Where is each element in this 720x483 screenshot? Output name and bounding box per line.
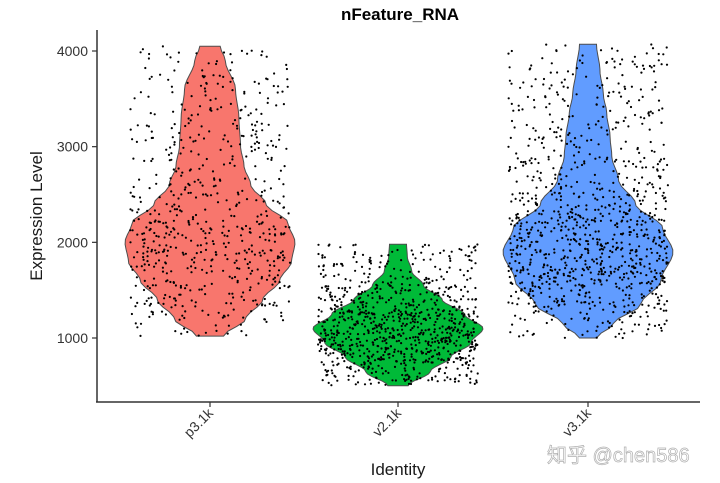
- jitter-points: [317, 243, 479, 387]
- plot-area: [124, 43, 674, 387]
- jitter-points: [507, 43, 670, 340]
- violin-shape: [124, 45, 296, 337]
- jitter-points: [129, 45, 292, 337]
- y-tick-label: 2000: [57, 234, 88, 250]
- x-tick-label: p3.1k: [181, 404, 217, 440]
- y-tick-label: 3000: [57, 139, 88, 155]
- violin-p3.1k: [124, 45, 296, 337]
- violin-v2.1k: [312, 243, 484, 387]
- watermark: 知乎 @chen586: [547, 444, 690, 467]
- violin-v3.1k: [502, 43, 674, 340]
- chart-title: nFeature_RNA: [341, 5, 459, 24]
- x-ticks: p3.1k v2.1k v3.1k: [181, 402, 595, 440]
- x-tick-label: v3.1k: [559, 404, 595, 440]
- y-tick-label: 4000: [57, 43, 88, 59]
- y-ticks: 1000 2000 3000 4000: [57, 43, 97, 346]
- x-axis-label: Identity: [371, 460, 426, 479]
- y-tick-label: 1000: [57, 330, 88, 346]
- violin-shape: [502, 43, 674, 339]
- y-axis-label: Expression Level: [27, 151, 46, 280]
- x-tick-label: v2.1k: [369, 404, 405, 440]
